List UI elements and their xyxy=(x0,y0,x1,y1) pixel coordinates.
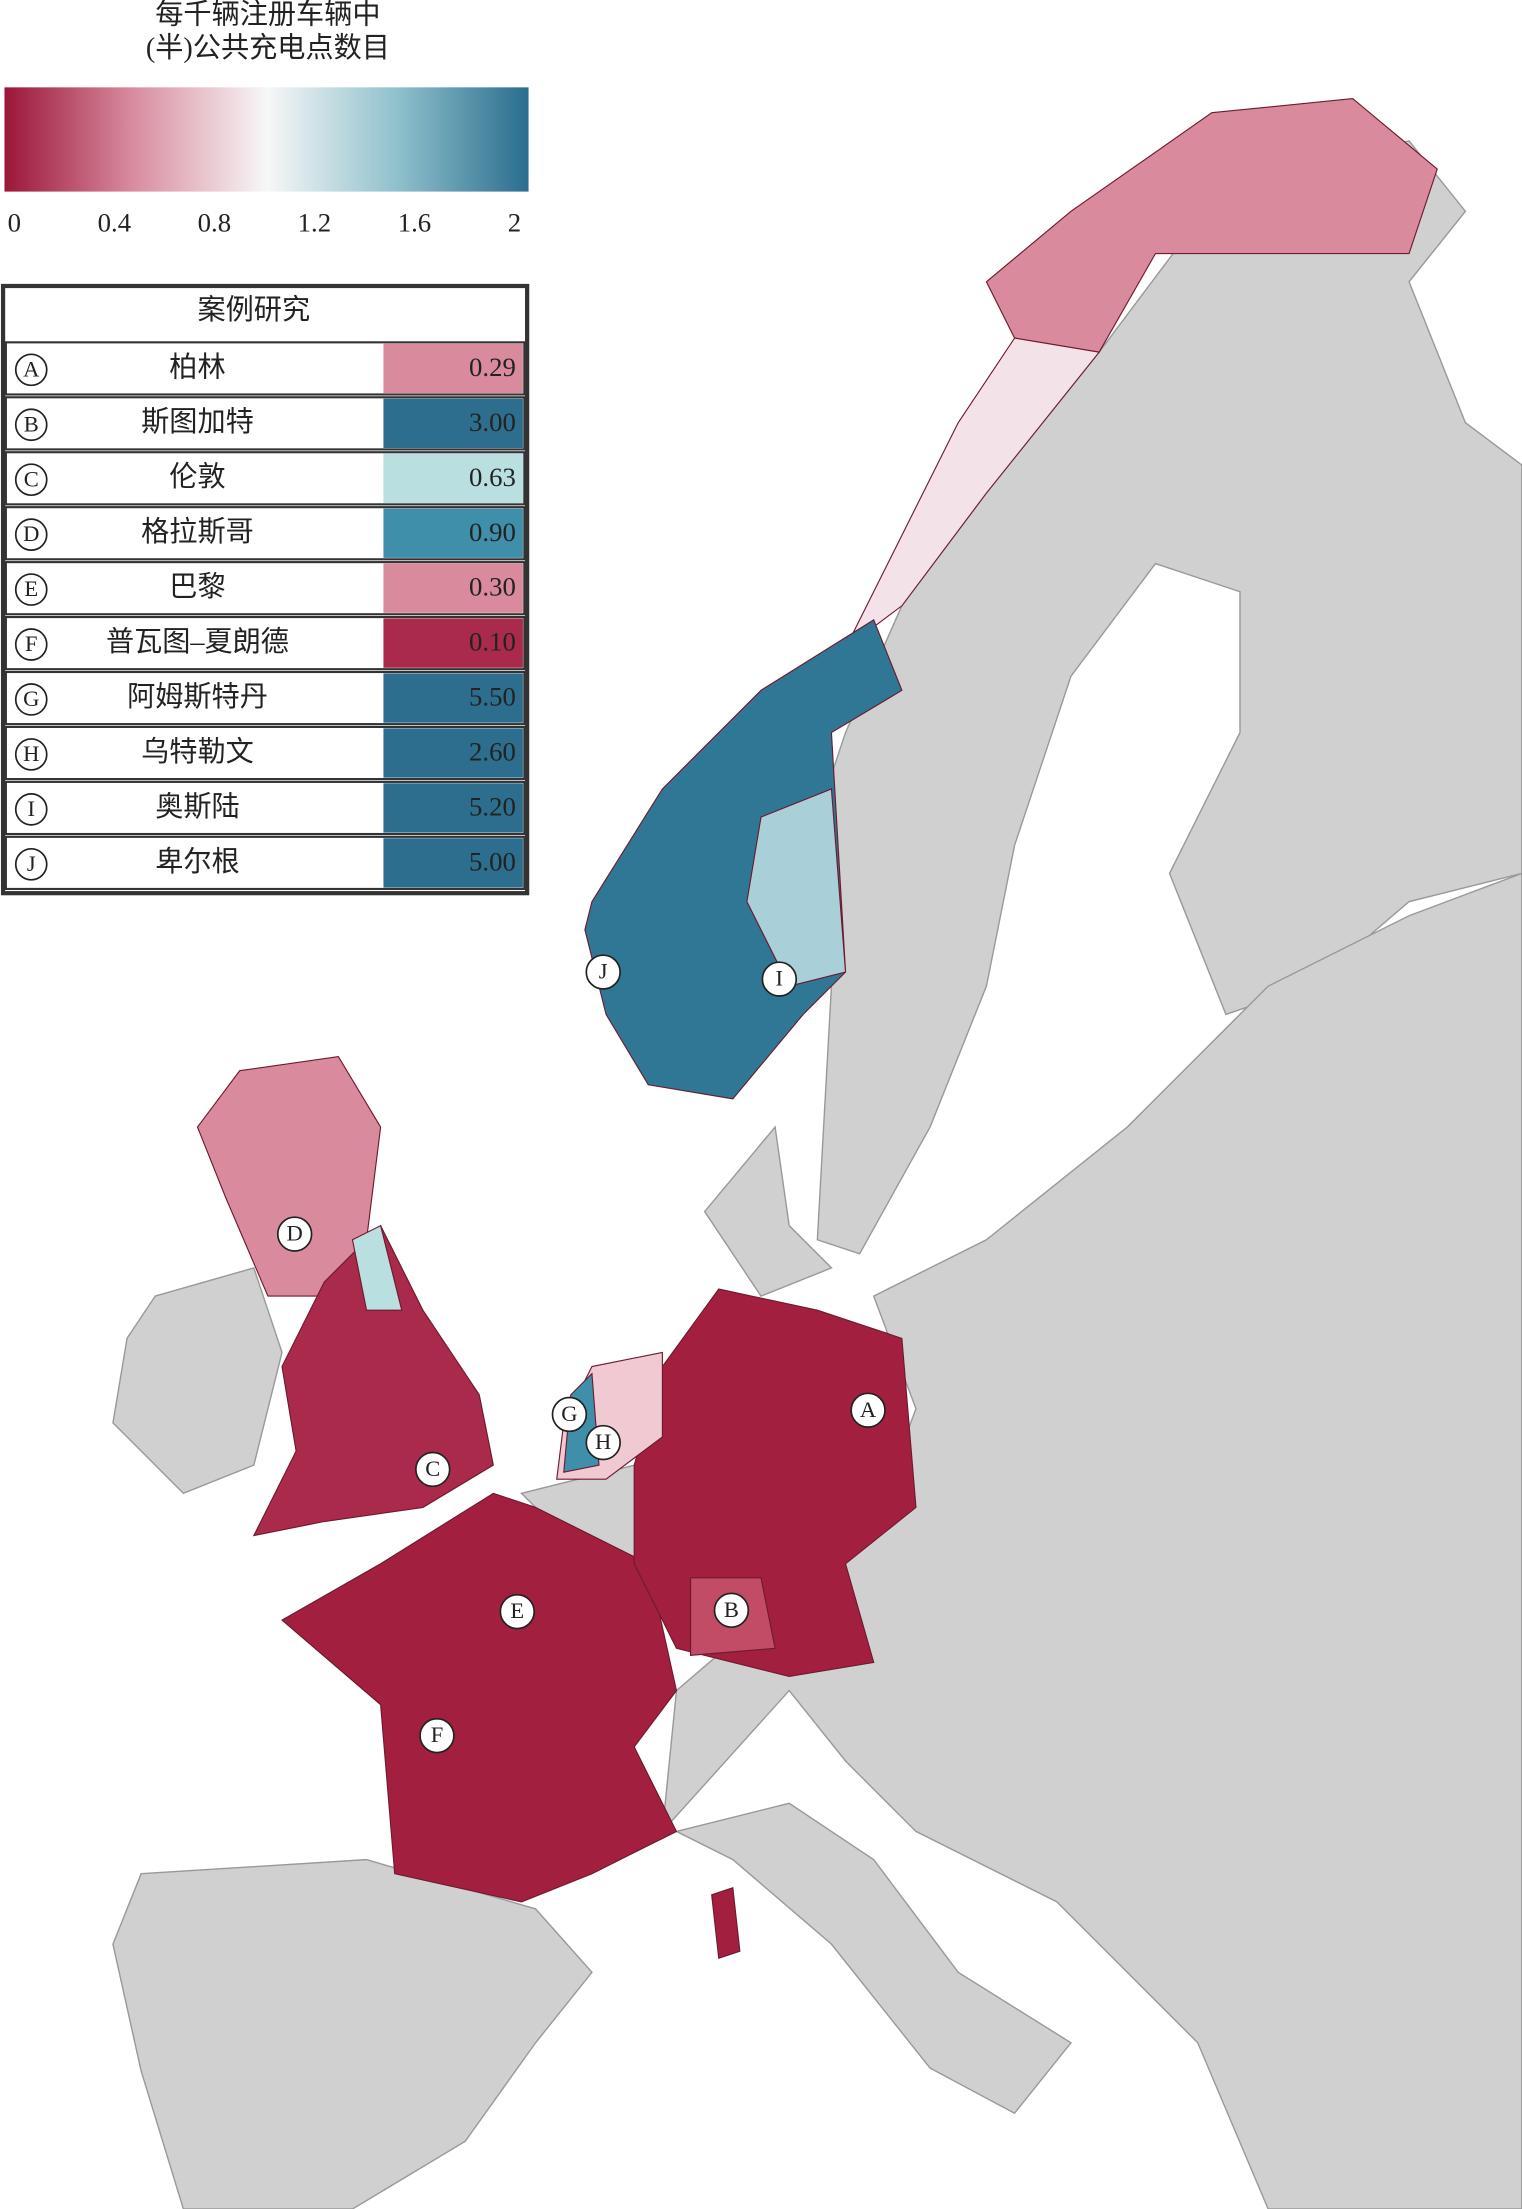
map-marker xyxy=(585,1424,621,1461)
colorbar xyxy=(4,87,529,192)
case-value: 5.00 xyxy=(469,846,516,876)
case-name: 卑尔根 xyxy=(155,846,239,878)
table-header: 案例研究 xyxy=(198,294,311,326)
italy xyxy=(674,1802,1072,2115)
letter-circle xyxy=(14,847,48,881)
letter-circle xyxy=(14,353,48,387)
value-swatch xyxy=(383,563,523,613)
case-value: 0.63 xyxy=(469,462,516,492)
legend-title: (半)公共充电点数目 xyxy=(146,32,390,64)
case-letter: A xyxy=(23,356,40,381)
case-table: 案例研究 A 柏林 0.29 B 斯图加特 3.00 C 伦敦 0.63 D 格拉斯哥 0.90 E 巴黎… xyxy=(0,283,530,896)
map-marker xyxy=(585,954,621,990)
value-swatch xyxy=(383,618,523,668)
ireland xyxy=(112,1267,283,1495)
letter-circle xyxy=(14,628,48,661)
case-name: 巴黎 xyxy=(169,571,225,603)
colorbar-tick-label: 0 xyxy=(8,208,21,238)
letter-circle xyxy=(14,408,48,442)
map-marker-letter: E xyxy=(510,1598,524,1623)
iberia xyxy=(112,1858,593,2209)
map xyxy=(112,98,1522,2209)
case-name: 普瓦图–夏朗德 xyxy=(106,626,289,658)
legend-title: 每千辆注册车辆中 xyxy=(155,0,380,30)
map-marker xyxy=(419,1717,455,1754)
continental-europe xyxy=(661,872,1522,2209)
letter-circle xyxy=(14,793,48,826)
case-markers: A B C D E F GH I J xyxy=(276,954,886,1754)
case-name: 伦敦 xyxy=(169,461,225,493)
map-marker-letter: F xyxy=(431,1722,444,1747)
case-letter: H xyxy=(23,741,39,766)
northumberland xyxy=(351,1224,403,1311)
case-letter: D xyxy=(23,521,39,546)
value-swatch xyxy=(383,398,523,448)
map-marker-letter: J xyxy=(599,959,608,984)
value-swatch xyxy=(383,343,523,394)
value-swatch xyxy=(383,838,523,888)
case-value: 0.30 xyxy=(469,572,516,602)
letter-circle xyxy=(14,573,48,606)
letter-circle xyxy=(14,738,48,771)
map-marker xyxy=(761,961,798,997)
colorbar-tick-label: 0.8 xyxy=(198,208,231,238)
letter-circle xyxy=(14,463,48,497)
letter-circle xyxy=(14,683,48,716)
colorbar-tick-label: 1.2 xyxy=(298,208,331,238)
france xyxy=(281,1492,678,1903)
value-swatch xyxy=(383,453,523,503)
map-marker-letter: G xyxy=(561,1401,577,1426)
case-name: 格拉斯哥 xyxy=(141,516,254,548)
case-value: 5.20 xyxy=(469,791,516,821)
map-marker-letter: B xyxy=(724,1597,739,1622)
map-marker-letter: I xyxy=(776,966,784,991)
norway-east xyxy=(746,788,847,987)
map-marker xyxy=(850,1392,886,1428)
map-marker xyxy=(414,1451,451,1488)
colorbar-tick-label: 2 xyxy=(508,208,521,238)
map-marker xyxy=(551,1396,588,1433)
case-value: 3.00 xyxy=(469,407,516,437)
case-letter: J xyxy=(27,851,36,876)
case-name: 阿姆斯特丹 xyxy=(127,681,268,713)
value-swatch xyxy=(383,508,523,558)
mid-norway xyxy=(845,337,1101,649)
map-marker-letter: H xyxy=(595,1429,611,1454)
colorbar-tick-label: 0.4 xyxy=(98,208,131,238)
map-marker xyxy=(499,1593,536,1630)
map-marker-letter: D xyxy=(287,1221,303,1246)
value-swatch xyxy=(383,783,523,833)
map-marker xyxy=(276,1216,313,1252)
case-value: 2.60 xyxy=(469,737,516,767)
case-value: 0.90 xyxy=(469,517,516,547)
case-letter: F xyxy=(25,631,38,656)
map-marker xyxy=(713,1592,750,1629)
corsica xyxy=(711,1887,741,1959)
case-value: 0.10 xyxy=(469,627,516,657)
map-marker-letter: C xyxy=(425,1456,440,1481)
case-name: 斯图加特 xyxy=(141,406,254,438)
value-swatch xyxy=(383,673,523,723)
case-name: 奥斯陆 xyxy=(155,791,239,823)
case-value: 5.50 xyxy=(469,682,516,712)
map-marker-letter: A xyxy=(860,1397,877,1422)
case-letter: G xyxy=(23,686,39,711)
case-name: 柏林 xyxy=(169,351,225,383)
case-value: 0.29 xyxy=(469,352,516,382)
value-swatch xyxy=(383,728,523,778)
legend: 每千辆注册车辆中 (半)公共充电点数目 0 0.4 0.8 1.2 1.6 2 xyxy=(4,0,529,238)
case-name: 乌特勒文 xyxy=(141,736,254,768)
letter-circle xyxy=(14,518,48,551)
case-letter: I xyxy=(27,796,35,821)
case-letter: E xyxy=(24,576,38,601)
colorbar-tick-label: 1.6 xyxy=(398,208,431,238)
case-letter: B xyxy=(24,411,39,436)
denmark xyxy=(703,1125,833,1297)
case-letter: C xyxy=(24,466,39,491)
